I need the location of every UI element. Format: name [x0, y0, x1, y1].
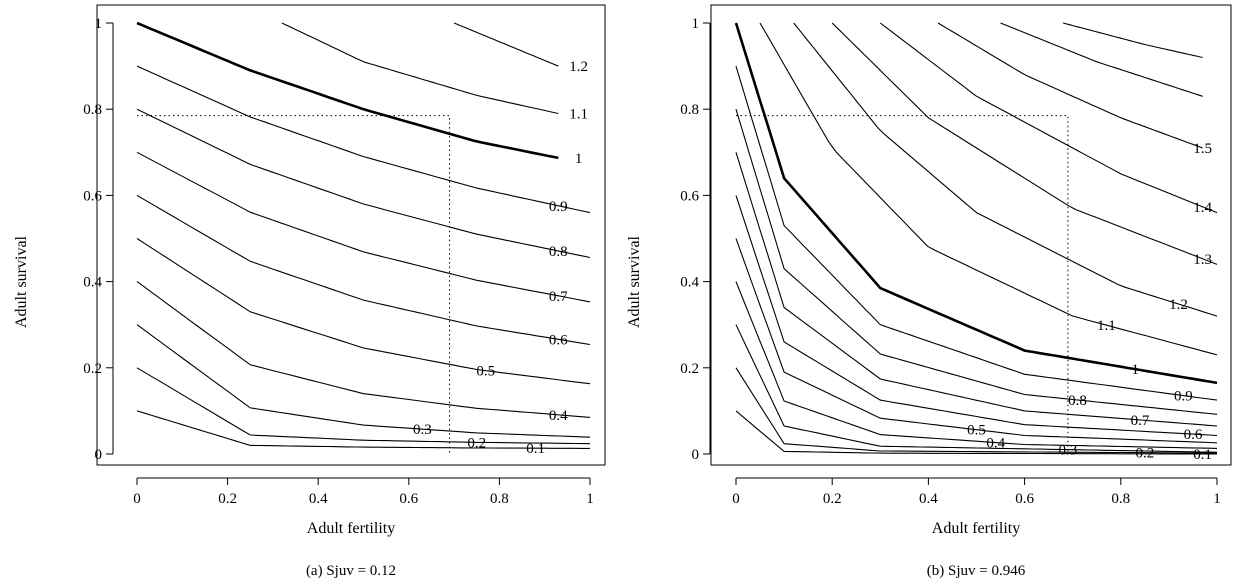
panel-a-contour-1 — [136, 21, 559, 160]
panel-a-contour-0.9 — [136, 65, 591, 214]
panel-a-y-tick-label: 0.2 — [83, 361, 102, 377]
panel-b-y-axis-title: Adult survival — [626, 235, 643, 328]
panel-a-contour-0.2 — [136, 367, 591, 445]
panel-a-contour-label: 1.1 — [569, 107, 588, 123]
panel-b-contour-0.6 — [735, 195, 1218, 437]
panel-a-x-tick-label: 0.2 — [218, 491, 237, 507]
panel-b-y-tick-label: 0 — [692, 447, 700, 463]
panel-a-caption: (a) Sjuv = 0.12 — [306, 563, 396, 579]
panel-a-contour-label: 0.3 — [413, 422, 432, 438]
panel-b-contour-1.6 — [1000, 22, 1203, 97]
panel-a-contour-0.3 — [136, 324, 591, 438]
panel-b-frame — [710, 4, 1232, 466]
panel-b-y-tick-label: 0.8 — [680, 102, 699, 118]
panel-a-y-tick-label: 0.4 — [83, 275, 102, 291]
panel-b-y-tick-label: 0.4 — [680, 275, 699, 291]
panel-a-contour-label: 0.2 — [467, 435, 486, 451]
panel-b-contour-0.7 — [735, 152, 1218, 427]
panel-b-x-tick-label: 0.8 — [1111, 491, 1130, 507]
panel-a-guides — [137, 115, 451, 454]
panel-a-contour-label: 0.6 — [549, 332, 568, 348]
panel-b-contour-0.3 — [735, 324, 1218, 453]
panel-a-contour-label: 1.2 — [569, 59, 588, 75]
panel-b-contour-label: 1.1 — [1097, 318, 1116, 334]
panel-a-contour-label: 1 — [575, 151, 583, 167]
panel-b-contour-label: 0.7 — [1131, 413, 1150, 429]
panel-b-contour-0.9 — [735, 65, 1218, 401]
panel-a-contour-label: 0.1 — [526, 441, 545, 457]
panel-b-contour-1.2 — [793, 22, 1218, 317]
panel-a-axes: 0 0.2 0.4 0.6 0.8 1 0 0.2 0.4 0.6 0.8 1 — [83, 16, 594, 507]
panel-a-contour-1.1 — [281, 22, 559, 115]
panel-a-y-tick-label: 0 — [95, 447, 103, 463]
panel-b-y-tick-label: 1 — [692, 16, 700, 32]
panel-a-x-tick-label: 0.6 — [399, 491, 418, 507]
panel-a-contour-label: 0.4 — [549, 408, 568, 424]
panel-b-x-tick-label: 1 — [1213, 491, 1221, 507]
panel-a-contour-0.7 — [136, 151, 591, 303]
panel-a-contours: 0.1 0.2 0.3 0.4 0.5 0.6 0.7 0.8 0.9 1 1.1 1.2 — [136, 21, 591, 457]
panel-b-contour-1.1 — [759, 22, 1218, 356]
panel-b-x-tick-label: 0.6 — [1015, 491, 1034, 507]
panel-b-x-tick-label: 0 — [732, 491, 740, 507]
panel-a-y-axis-title: Adult survival — [13, 235, 30, 328]
panel-b: 0 0.2 0.4 0.6 0.8 100.20.40.60.81 0.10.20.30.… — [626, 4, 1232, 579]
panel-b-caption: (b) Sjuv = 0.946 — [927, 563, 1026, 579]
panel-b-x-tick-label: 0.2 — [823, 491, 842, 507]
panel-a-contour-label: 0.8 — [549, 244, 568, 260]
panel-b-contour-0.4 — [735, 281, 1218, 449]
panel-a-contour-0.8 — [136, 108, 591, 259]
panel-a-y-tick-label: 1 — [95, 16, 103, 32]
panel-a-contour-1.2 — [453, 22, 559, 67]
panel-b-contour-label: 1 — [1131, 362, 1139, 378]
panel-b-contour-label: 0.2 — [1135, 446, 1154, 462]
panel-a-x-tick-label: 0.4 — [309, 491, 328, 507]
panel-a-contour-label: 0.9 — [549, 199, 568, 215]
panel-a-x-tick-label: 0 — [133, 491, 141, 507]
panel-b-contour-1.3 — [831, 22, 1218, 265]
panel-b-contour-label: 1.4 — [1193, 200, 1212, 216]
panel-a-y-tick-label: 0.6 — [83, 188, 102, 204]
panel-a: 0 0.2 0.4 0.6 0.8 100.20.40.60.81 0.10.20.30.… — [13, 4, 606, 579]
panel-b-x-tick-label: 0.4 — [919, 491, 938, 507]
panel-b-contours: 0.10.20.30.40.5 0.60.70.8 0.911.11.21.31.4… — [734, 22, 1218, 463]
panel-b-contour-1.4 — [879, 22, 1218, 214]
panel-b-contour-label: 1.3 — [1193, 252, 1212, 268]
panel-b-contour-1 — [734, 22, 1218, 385]
panel-b-x-axis-title: Adult fertility — [932, 520, 1020, 537]
panel-b-contour-label: 0.8 — [1068, 393, 1087, 409]
panel-b-contour-label: 0.1 — [1193, 447, 1212, 463]
panel-a-reference-guide — [137, 115, 451, 454]
panel-b-axes: 0 0.2 0.4 0.6 0.8 1 0 0.2 0.4 0.6 0.8 1 — [680, 16, 1221, 507]
panel-b-contour-0.5 — [735, 238, 1218, 444]
panel-a-x-tick-label: 1 — [586, 491, 594, 507]
panel-b-contour-0.1 — [735, 410, 1217, 455]
panel-b-contour-label: 0.4 — [986, 436, 1005, 452]
panel-b-contour-1.7 — [1062, 22, 1203, 59]
panel-a-contour-0.6 — [136, 194, 591, 346]
panel-a-contour-0.4 — [136, 281, 591, 418]
panel-b-contour-1.5 — [937, 22, 1203, 149]
panel-b-contour-label: 0.6 — [1184, 427, 1203, 443]
panel-a-y-tick-label: 0.8 — [83, 102, 102, 118]
panel-a-contour-label: 0.5 — [476, 364, 495, 380]
panel-b-contour-0.8 — [735, 109, 1218, 415]
panel-b-contour-label: 1.5 — [1193, 141, 1212, 157]
panel-a-x-axis-title: Adult fertility — [307, 520, 395, 537]
panel-b-y-tick-label: 0.2 — [680, 361, 699, 377]
panel-b-contour-label: 1.2 — [1169, 297, 1188, 313]
panel-b-contour-label: 0.9 — [1174, 389, 1193, 405]
panel-a-contour-label: 0.7 — [549, 289, 568, 305]
panel-a-contour-0.5 — [136, 238, 591, 385]
panel-a-contour-0.1 — [136, 410, 590, 449]
panel-b-contour-label: 0.5 — [967, 423, 986, 439]
panel-a-frame — [96, 4, 606, 466]
panel-a-x-tick-label: 0.8 — [490, 491, 509, 507]
panel-b-y-tick-label: 0.6 — [680, 188, 699, 204]
panel-b-contour-0.2 — [735, 367, 1217, 454]
